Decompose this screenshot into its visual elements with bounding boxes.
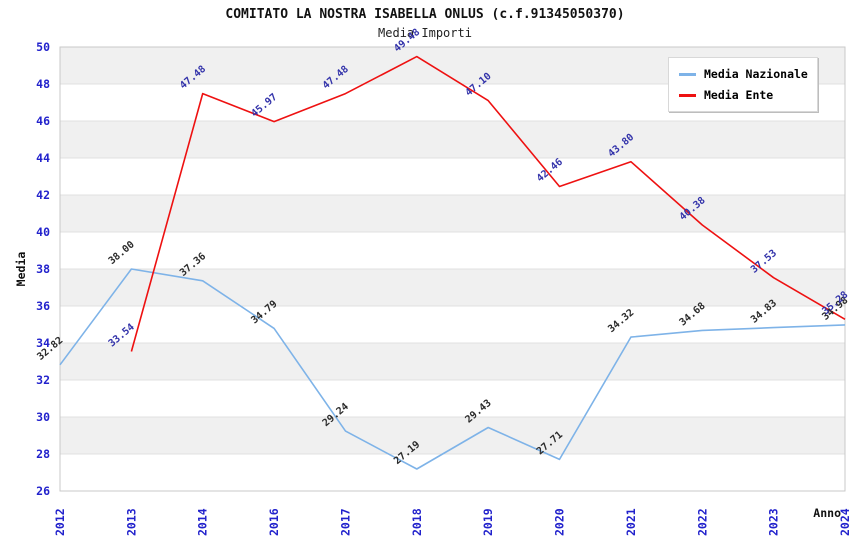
background-band [60, 195, 845, 232]
x-tick-label-2013: 2013 [124, 508, 138, 536]
background-band [60, 158, 845, 195]
background-band [60, 380, 845, 417]
y-tick-label-48: 48 [36, 77, 50, 91]
legend-item-media-ente: Media Ente [679, 88, 807, 102]
plot-border [59, 46, 846, 492]
series-line-media-nazionale [59, 268, 846, 470]
y-tick-label-26: 26 [36, 484, 50, 498]
y-tick-label-36: 36 [36, 299, 50, 313]
y-tick-label-32: 32 [36, 373, 50, 387]
x-tick-label-2023: 2023 [767, 508, 781, 536]
y-tick-label-30: 30 [36, 410, 50, 424]
background-band [60, 454, 845, 491]
x-tick-label-2018: 2018 [410, 508, 424, 536]
y-tick-label-44: 44 [36, 151, 50, 165]
x-tick-label-2019: 2019 [481, 508, 495, 536]
y-tick-label-42: 42 [36, 188, 50, 202]
legend: Media Nazionale Media Ente [668, 57, 818, 112]
legend-item-media-nazionale: Media Nazionale [679, 67, 808, 81]
x-tick-label-2020: 2020 [553, 508, 567, 536]
y-tick-label-40: 40 [36, 225, 50, 239]
background-band [60, 232, 845, 269]
y-tick-label-46: 46 [36, 114, 50, 128]
x-tick-label-2021: 2021 [624, 508, 638, 536]
chart-subtitle: Media Importi [378, 26, 472, 40]
y-tick-label-38: 38 [36, 262, 50, 276]
x-axis-title: Anno [813, 506, 841, 520]
chart-title: COMITATO LA NOSTRA ISABELLA ONLUS (c.f.9… [225, 7, 625, 22]
x-tick-label-2024: 2024 [838, 508, 850, 536]
y-tick-label-50: 50 [36, 40, 50, 54]
x-tick-label-2014: 2014 [196, 508, 210, 536]
background-band [60, 343, 845, 380]
y-axis-title: Media [14, 252, 28, 287]
legend-line-swatch-media-nazionale [679, 72, 696, 76]
background-band [60, 121, 845, 158]
y-tick-label-34: 34 [36, 336, 50, 350]
x-tick-label-2016: 2016 [267, 508, 281, 536]
background-band [60, 269, 845, 306]
y-tick-label-28: 28 [36, 447, 50, 461]
background-band [60, 306, 845, 343]
x-tick-label-2022: 2022 [695, 508, 709, 536]
legend-label-media-ente: Media Ente [704, 88, 774, 102]
legend-label-media-nazionale: Media Nazionale [704, 67, 808, 81]
x-tick-label-2012: 2012 [53, 508, 67, 536]
legend-line-swatch-media-ente [679, 93, 696, 97]
series-line-media-ente [130, 55, 846, 352]
x-tick-label-2017: 2017 [338, 508, 352, 536]
